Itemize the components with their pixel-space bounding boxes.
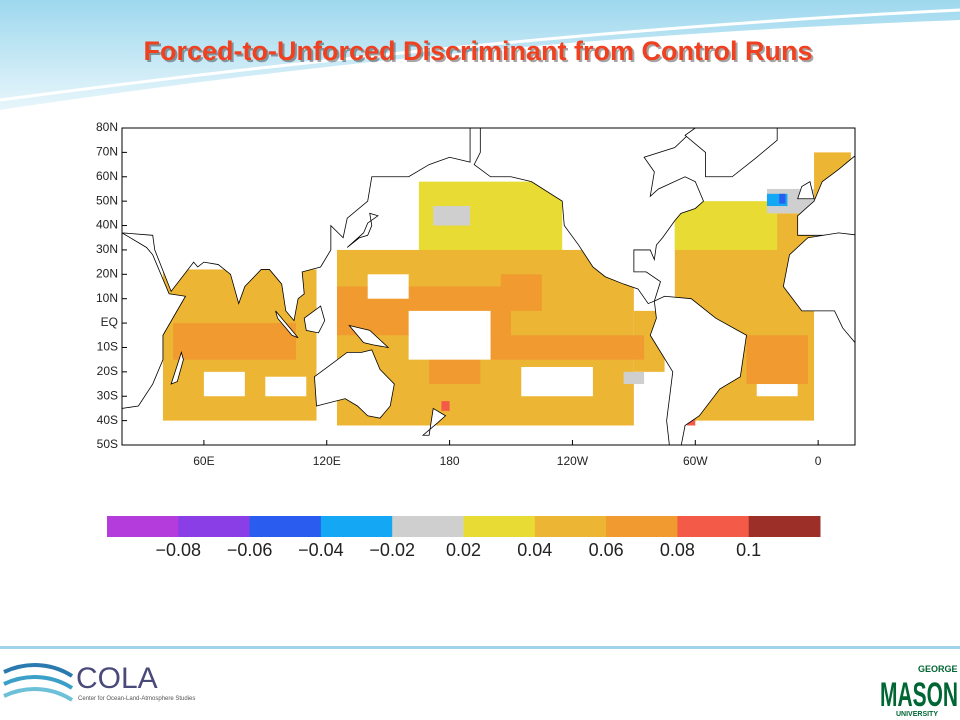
coastline (782, 232, 855, 344)
colorbar-swatch (748, 516, 821, 537)
colorbar-swatch (534, 516, 607, 537)
footer-line (0, 646, 960, 649)
x-tick-label: 60W (683, 454, 708, 468)
colorbar-swatch (249, 516, 322, 537)
colorbar-label: 0.08 (660, 540, 695, 560)
colorbar-label: −0.06 (227, 540, 273, 560)
gmu-main: MASON (880, 676, 958, 714)
shaded-region (500, 274, 542, 311)
shaded-region (756, 384, 798, 397)
y-tick-label: 40S (97, 413, 118, 427)
y-tick-label: 30S (97, 388, 118, 402)
shaded-region (623, 371, 645, 385)
coastline (797, 155, 855, 236)
shaded-region (265, 376, 307, 397)
colorbar-swatch (320, 516, 393, 537)
shaded-region (746, 335, 808, 385)
coastline (303, 305, 326, 334)
shaded-region (779, 193, 786, 204)
colorbar-swatch (178, 516, 251, 537)
cola-subtitle: Center for Ocean-Land-Atmosphere Studies (78, 696, 195, 702)
colorbar-label: 0.06 (589, 540, 624, 560)
y-tick-label: 80N (96, 120, 118, 134)
shaded-region (203, 371, 245, 397)
y-tick-label: 20N (96, 266, 118, 280)
coastline (170, 350, 184, 385)
coastline (473, 128, 704, 305)
y-tick-label: 70N (96, 145, 118, 159)
shaded-region (408, 310, 491, 360)
coastline (684, 128, 778, 178)
gmu-top: GEORGE (918, 664, 958, 674)
cola-name: COLA (76, 662, 158, 695)
colorbar-swatch (677, 516, 750, 537)
coastline (346, 212, 379, 248)
y-tick-label: EQ (101, 315, 118, 329)
colorbar-swatch (107, 516, 179, 537)
colorbar-label: 0.04 (517, 540, 552, 560)
colorbar: −0.08 −0.06 −0.04 −0.02 0.02 0.04 0.06 0.08 0.1 (107, 516, 821, 560)
shaded-region (521, 366, 593, 397)
swoosh-line (0, 8, 960, 102)
x-tick-label: 120W (557, 454, 589, 468)
coastline (314, 349, 395, 419)
y-tick-label: 10S (97, 340, 118, 354)
coastline (122, 232, 187, 409)
map-frame (121, 127, 856, 446)
coastline (649, 295, 747, 445)
y-tick-label: 20S (97, 364, 118, 378)
coastline (421, 407, 447, 436)
title: Forced-to-Unforced Discriminant from Con… (143, 36, 812, 66)
shaded-region (441, 401, 450, 411)
y-tick-label: 60N (96, 169, 118, 183)
colorbar-label: −0.04 (298, 540, 344, 560)
shaded-region (173, 323, 297, 360)
y-tick-label: 30N (96, 242, 118, 256)
gmu-bottom: UNIVERSITY (896, 711, 938, 718)
cola-logo: COLA Center for Ocean-Land-Atmosphere St… (3, 662, 195, 702)
colorbar-label: −0.02 (369, 540, 415, 560)
gmu-logo: GEORGE MASON UNIVERSITY (880, 664, 958, 718)
map-area (122, 128, 855, 445)
y-tick-label: 50N (96, 193, 118, 207)
coastline (122, 128, 471, 322)
x-tick-label: 0 (815, 454, 822, 468)
shaded-region (367, 274, 409, 299)
colorbar-swatch (606, 516, 678, 537)
colorbar-swatch (392, 516, 464, 537)
header-swoosh (0, 0, 960, 110)
y-tick-label: 40N (96, 218, 118, 232)
coastline (348, 324, 390, 349)
title-shadow: Forced-to-Unforced Discriminant from Con… (145, 38, 814, 68)
shaded-region (490, 335, 645, 360)
x-tick-label: 180 (440, 454, 460, 468)
y-tick-label: 10N (96, 291, 118, 305)
colorbar-swatch (463, 516, 536, 537)
x-tick-label: 60E (193, 454, 214, 468)
colorbar-label: 0.02 (446, 540, 481, 560)
y-tick-label: 50S (97, 437, 118, 451)
colorbar-label: 0.1 (736, 540, 761, 560)
colorbar-label: −0.08 (156, 540, 202, 560)
coastline (797, 181, 815, 200)
shaded-region (433, 206, 471, 226)
coastline (275, 310, 299, 339)
x-tick-label: 120E (313, 454, 341, 468)
